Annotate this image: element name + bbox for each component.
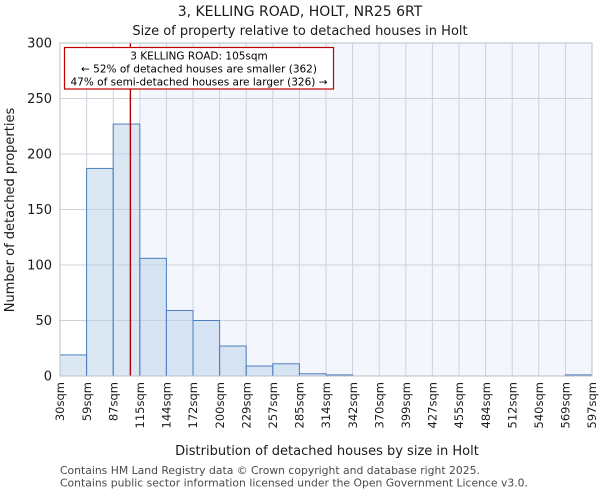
x-tick-label: 455sqm [452,382,466,428]
histogram-bar [112,123,141,377]
histogram-bar [192,320,221,377]
x-tick-label: 342sqm [346,382,360,428]
x-tick-label: 512sqm [505,382,519,428]
histogram-bar [165,310,194,377]
x-tick-label: 399sqm [399,382,413,428]
x-tick-label: 257sqm [266,382,280,428]
histogram-bar [245,365,274,377]
plot-frame [59,42,593,377]
footer-line-1: Contains HM Land Registry data © Crown c… [60,464,480,477]
x-tick-label: 285sqm [293,382,307,428]
x-tick-label: 597sqm [585,382,599,428]
x-tick-label: 30sqm [53,382,67,421]
chart-title: 3, KELLING ROAD, HOLT, NR25 6RT [178,4,423,20]
annotation-callout: 3 KELLING ROAD: 105sqm ← 52% of detached… [63,46,335,90]
histogram-bar [219,345,247,377]
x-tick-label: 115sqm [133,382,147,428]
y-tick-label: 150 [27,203,52,218]
x-tick-label: 314sqm [319,382,333,428]
y-tick-label: 100 [27,259,52,274]
x-tick-label: 87sqm [106,382,120,421]
x-tick-label: 427sqm [426,382,440,428]
annotation-line-1: 3 KELLING ROAD: 105sqm [130,51,268,63]
histogram-bar [272,363,300,377]
footer-line-2: Contains public sector information licen… [60,477,528,490]
annotation-box [63,46,335,90]
x-tick-label: 144sqm [160,382,174,428]
y-tick-label: 200 [27,148,52,163]
y-tick-label: 50 [35,314,52,329]
x-tick-label: 59sqm [80,382,94,421]
x-axis-title: Distribution of detached houses by size … [175,444,479,459]
y-tick-label: 300 [27,37,52,52]
histogram-bar [86,167,114,377]
plot-area: 0 50 100 150 200 250 300 30sqm 59sqm 87sqm 115sqm 1… [27,37,599,429]
annotation-line-2: ← 52% of detached houses are smaller (36… [81,64,317,76]
x-tick-label: 569sqm [559,382,573,428]
annotation-line-3: 47% of semi-detached houses are larger (… [71,77,328,89]
y-tick-label: 0 [44,370,52,385]
x-tick-label: 540sqm [532,382,546,428]
x-tick-label: 370sqm [372,382,386,428]
x-tick-label: 229sqm [239,382,253,428]
chart-subtitle: Size of property relative to detached ho… [132,24,467,39]
histogram-bar [59,354,88,377]
x-tick-label: 200sqm [213,382,227,428]
x-tick-label: 172sqm [186,382,200,428]
y-axis-title: Number of detached properties [3,108,18,313]
y-tick-label: 250 [27,92,52,107]
x-tick-label: 484sqm [479,382,493,428]
histogram-bar [139,257,167,377]
